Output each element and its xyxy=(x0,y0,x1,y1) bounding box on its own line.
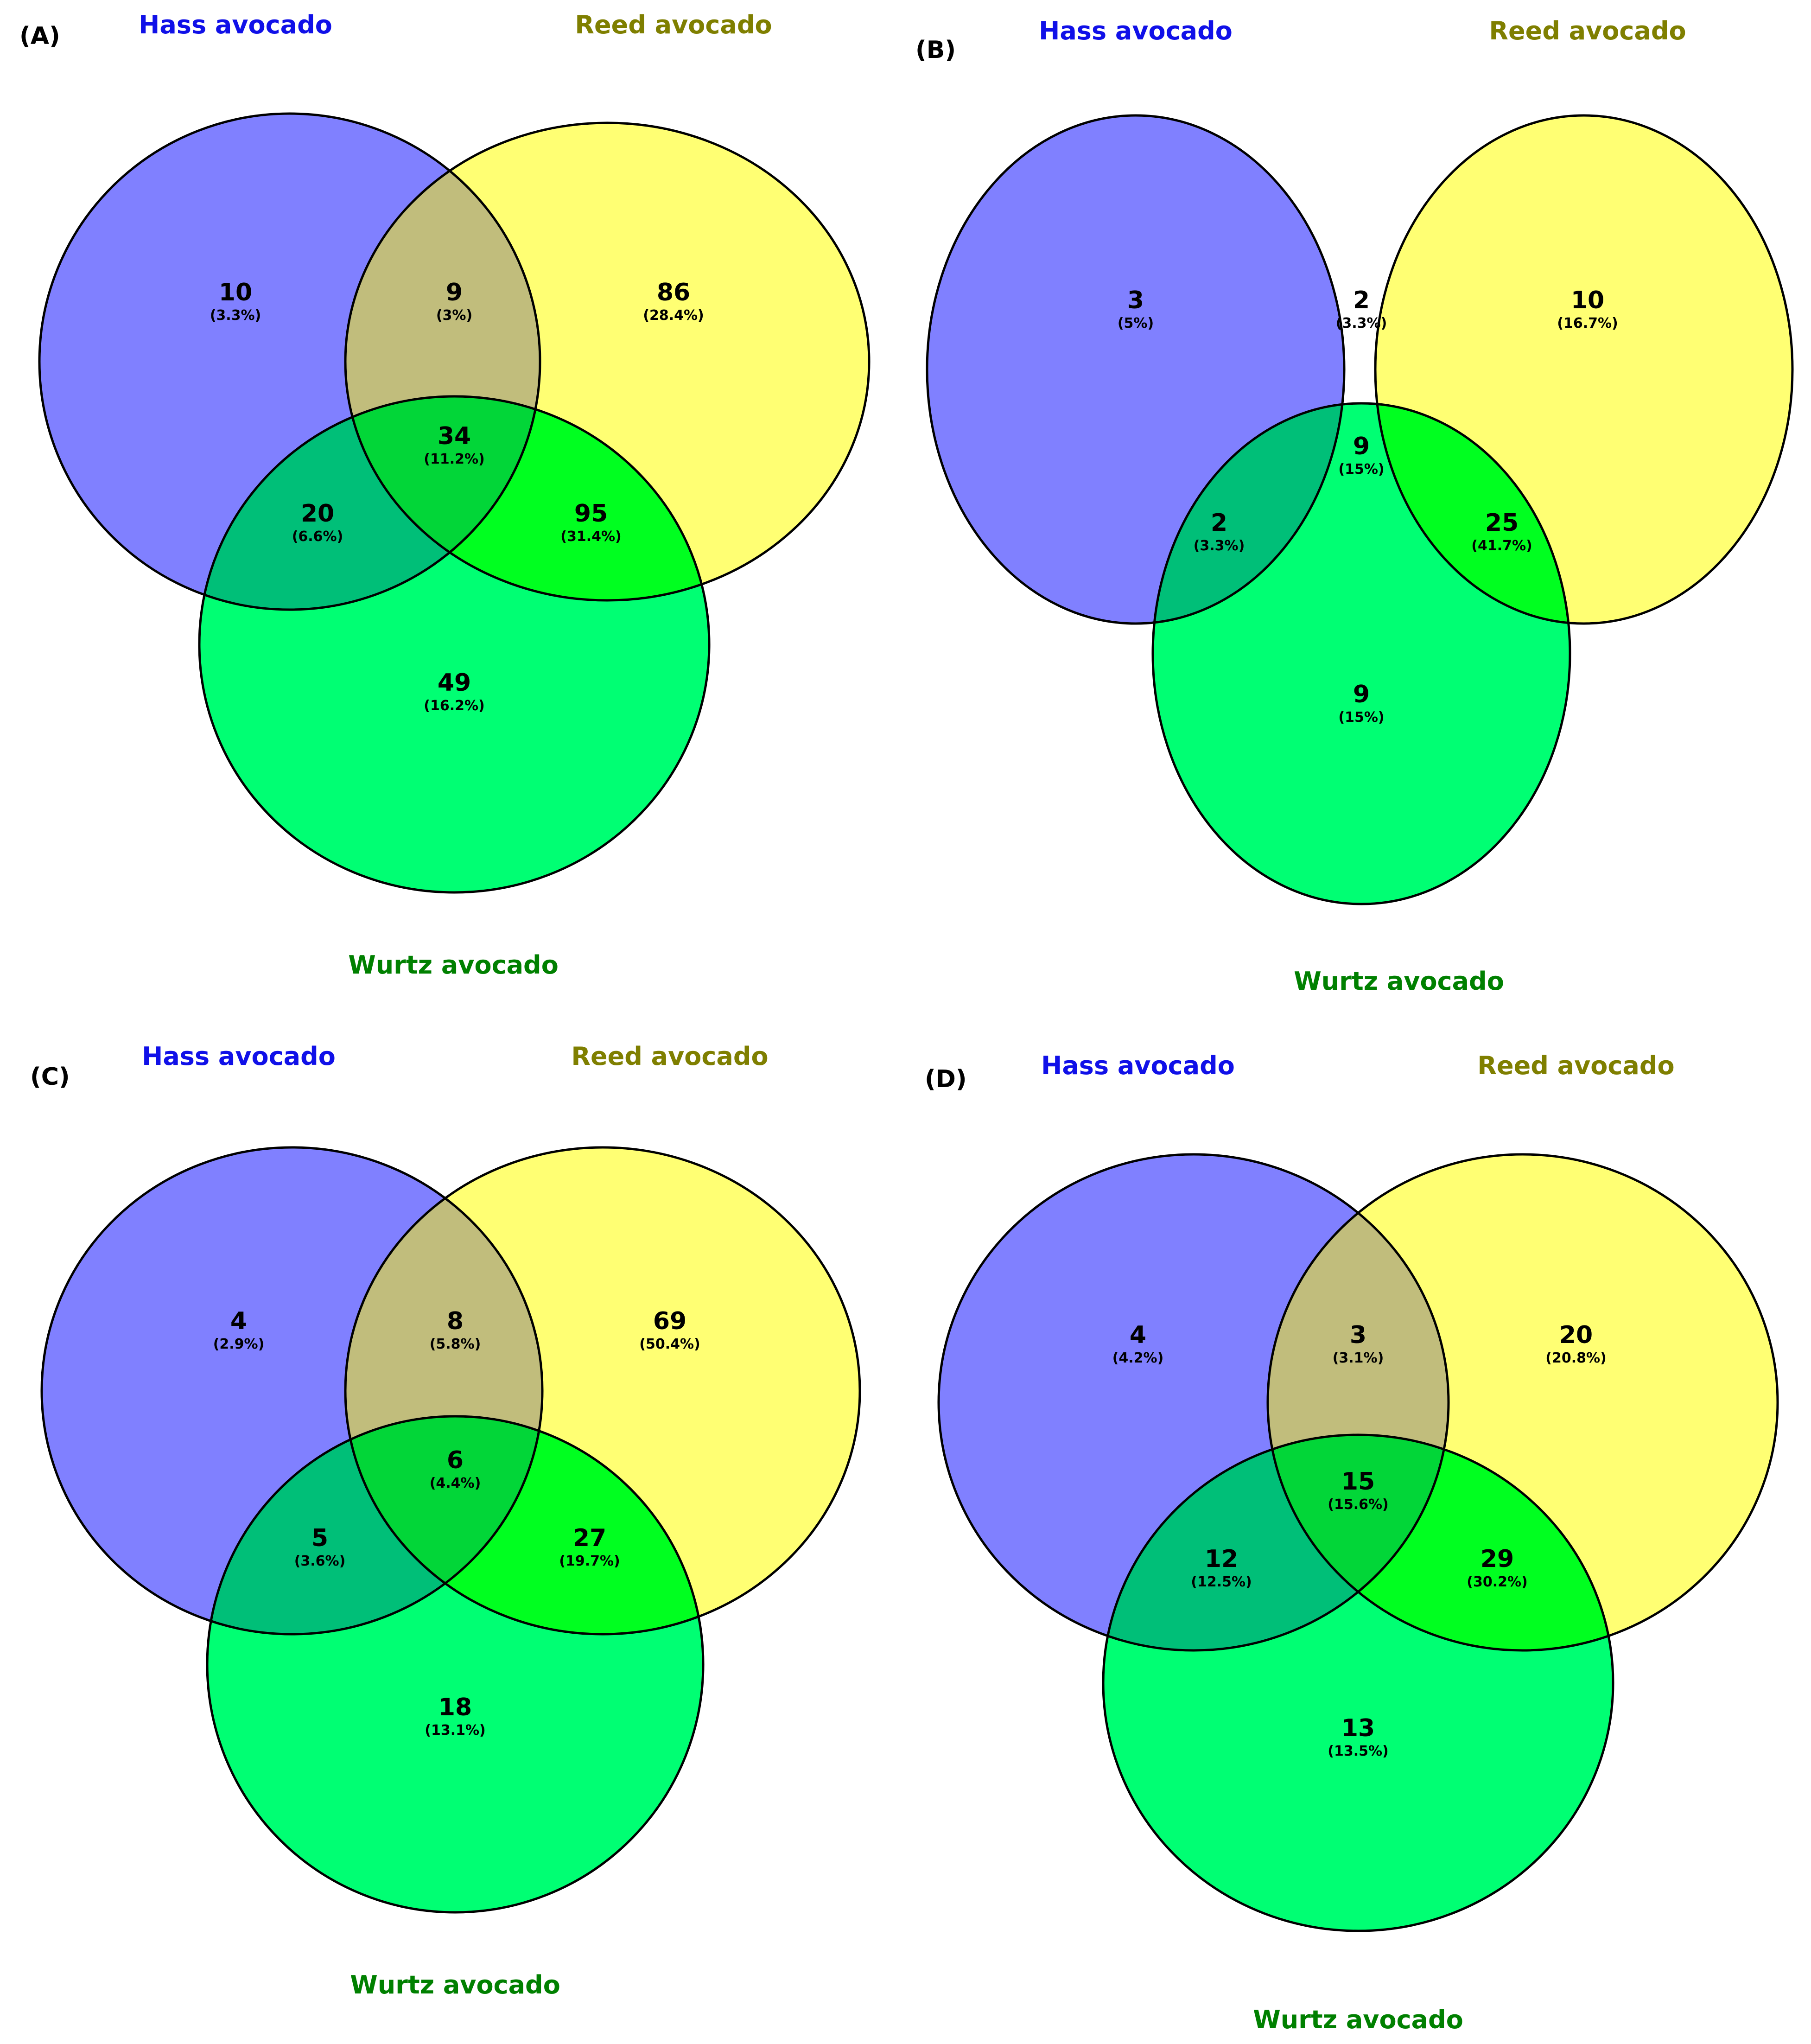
region-percent-all: (4.4%) xyxy=(430,1475,481,1491)
hass-label: Hass avocado xyxy=(1041,1051,1235,1080)
reed-wurtz-overlap xyxy=(345,396,709,600)
region-percent-all: (11.2%) xyxy=(424,451,485,467)
reed-outline xyxy=(1374,114,1794,625)
region-percent-wurtz-only: (13.1%) xyxy=(425,1722,486,1738)
region-count-wurtz-only: 18 xyxy=(438,1694,472,1721)
panel-tag: (D) xyxy=(925,1065,967,1093)
reed-wurtz-overlap xyxy=(1375,403,1570,624)
region-count-reed-only: 86 xyxy=(657,279,690,306)
hass-wurtz-overlap xyxy=(207,1416,542,1634)
region-percent-reed-only: (28.4%) xyxy=(643,307,704,324)
venn-panel-c: 4(2.9%)8(5.8%)69(50.4%)6(4.4%)5(3.6%)27(… xyxy=(30,1042,861,1999)
panel-tag: (B) xyxy=(915,36,956,64)
panel-tag: (A) xyxy=(19,22,60,50)
region-count-hass-reed: 2 xyxy=(1353,287,1370,314)
panel-tag: (C) xyxy=(30,1063,70,1091)
region-percent-reed-only: (16.7%) xyxy=(1557,315,1618,331)
region-count-wurtz-only: 13 xyxy=(1341,1714,1375,1742)
region-percent-reed-only: (50.4%) xyxy=(639,1336,700,1352)
region-percent-wurtz-only: (15%) xyxy=(1338,709,1384,726)
region-count-all: 6 xyxy=(447,1446,464,1474)
venn-panel-a: 10(3.3%) 9(3%) 86(28.4%) 34(11.2%) 20(6.6%) 9… xyxy=(19,10,871,980)
region-percent-hass-wurtz: (3.3%) xyxy=(1194,538,1245,554)
reed-label: Reed avocado xyxy=(1489,16,1686,45)
region-count-all: 15 xyxy=(1341,1468,1375,1496)
hass-wurtz-overlap xyxy=(199,396,540,610)
region-count-reed-only: 20 xyxy=(1559,1321,1593,1349)
region-count-all: 34 xyxy=(438,422,471,450)
hass-label: Hass avocado xyxy=(142,1042,336,1071)
region-percent-hass-only: (3.3%) xyxy=(210,307,261,324)
region-count-reed-only: 69 xyxy=(653,1307,686,1335)
reed-label: Reed avocado xyxy=(571,1042,768,1071)
region-count-hass-wurtz: 2 xyxy=(1211,509,1227,537)
reed-outline xyxy=(344,1146,861,1636)
region-percent-hass-wurtz: (6.6%) xyxy=(292,529,343,545)
reed-wurtz-overlap xyxy=(1268,1435,1613,1650)
region-percent-all: (15.6%) xyxy=(1328,1496,1389,1513)
region-count-wurtz-only: 49 xyxy=(438,669,471,697)
region-count-reed-wurtz: 95 xyxy=(574,500,608,528)
region-percent-hass-reed: (3.1%) xyxy=(1333,1350,1384,1366)
hass-wurtz-overlap xyxy=(1103,1435,1449,1650)
region-count-reed-wurtz: 29 xyxy=(1481,1545,1514,1573)
region-percent-reed-only: (20.8%) xyxy=(1545,1350,1607,1366)
region-count-reed-only: 10 xyxy=(1571,287,1604,314)
region-percent-hass-reed: (5.8%) xyxy=(430,1336,481,1352)
wurtz-outline xyxy=(198,395,711,894)
region-percent-hass-only: (4.2%) xyxy=(1112,1350,1164,1366)
region-count-reed-wurtz: 27 xyxy=(573,1524,606,1552)
region-count-all: 9 xyxy=(1353,433,1370,460)
venn-panel-d: 4(4.2%) 3(3.1%) 20(20.8%) 15(15.6%) 12(12.5%… xyxy=(925,1051,1779,2034)
reed-label: Reed avocado xyxy=(575,10,772,39)
region-percent-hass-wurtz: (3.6%) xyxy=(294,1553,346,1569)
region-count-hass-reed: 9 xyxy=(446,279,463,306)
region-count-hass-wurtz: 20 xyxy=(301,500,334,528)
hass-outline xyxy=(937,1153,1450,1652)
region-percent-reed-wurtz: (30.2%) xyxy=(1467,1574,1528,1590)
region-percent-wurtz-only: (16.2%) xyxy=(424,698,485,714)
region-percent-hass-reed: (3%) xyxy=(436,307,472,324)
wurtz-label: Wurtz avocado xyxy=(1294,967,1504,996)
region-count-hass-wurtz: 12 xyxy=(1205,1545,1238,1573)
region-count-hass-reed: 8 xyxy=(447,1307,464,1335)
region-percent-hass-wurtz: (12.5%) xyxy=(1191,1574,1252,1590)
region-count-hass-wurtz: 5 xyxy=(311,1524,328,1552)
region-count-reed-wurtz: 25 xyxy=(1485,509,1519,537)
hass-outline xyxy=(926,114,1346,625)
region-percent-all: (15%) xyxy=(1338,461,1384,478)
wurtz-outline xyxy=(1102,1433,1614,1932)
hass-label: Hass avocado xyxy=(139,10,332,39)
wurtz-outline xyxy=(1151,402,1571,905)
region-percent-wurtz-only: (13.5%) xyxy=(1328,1743,1389,1759)
hass-outline xyxy=(38,112,541,611)
region-count-hass-only: 3 xyxy=(1127,287,1144,314)
wurtz-label: Wurtz avocado xyxy=(348,950,559,980)
hass-label: Hass avocado xyxy=(1039,16,1233,45)
region-count-hass-only: 10 xyxy=(219,279,252,306)
wurtz-label: Wurtz avocado xyxy=(350,1970,560,1999)
wurtz-label: Wurtz avocado xyxy=(1253,2005,1463,2034)
region-count-wurtz-only: 9 xyxy=(1353,681,1370,708)
region-percent-reed-wurtz: (31.4%) xyxy=(560,529,622,545)
venn-panel-b: 3(5%)2(3.3%)10(16.7%)9(15%)2(3.3%)25(41.… xyxy=(915,16,1794,996)
region-percent-reed-wurtz: (19.7%) xyxy=(559,1553,620,1569)
reed-outline xyxy=(344,121,871,602)
reed-outline xyxy=(1266,1153,1779,1652)
region-percent-hass-reed: (3.3%) xyxy=(1336,315,1387,331)
hass-outline xyxy=(40,1146,544,1636)
reed-wurtz-overlap xyxy=(345,1416,703,1634)
region-percent-hass-only: (2.9%) xyxy=(213,1336,265,1352)
region-count-hass-reed: 3 xyxy=(1350,1321,1366,1349)
wurtz-outline xyxy=(206,1415,705,1914)
region-percent-hass-only: (5%) xyxy=(1118,315,1154,331)
hass-wurtz-overlap xyxy=(1153,403,1344,624)
region-count-hass-only: 4 xyxy=(230,1307,247,1335)
region-percent-reed-wurtz: (41.7%) xyxy=(1471,538,1532,554)
region-count-hass-only: 4 xyxy=(1130,1321,1146,1349)
reed-label: Reed avocado xyxy=(1477,1051,1674,1080)
